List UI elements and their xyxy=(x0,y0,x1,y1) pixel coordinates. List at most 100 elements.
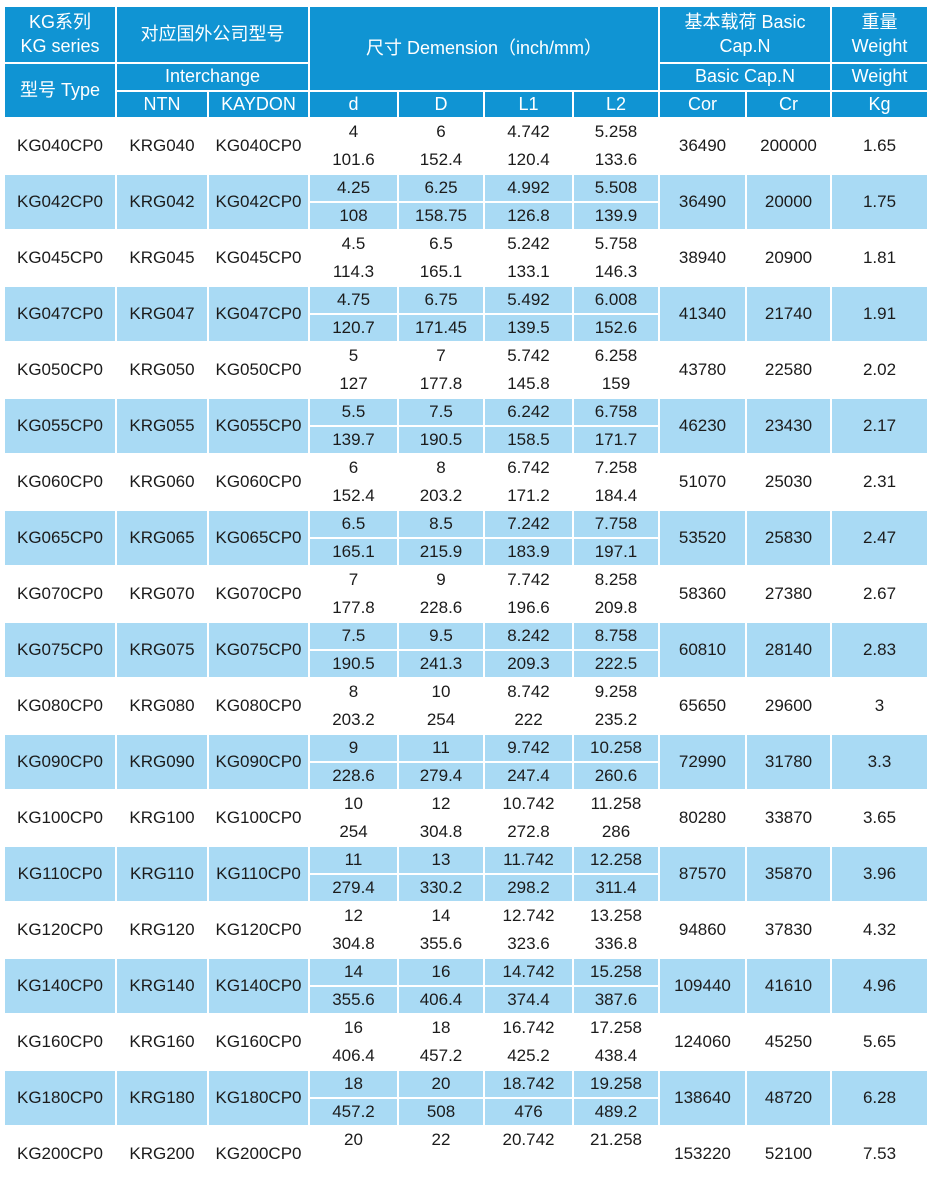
dim-D-inch-cell: 16 xyxy=(397,957,485,987)
dim-L2-inch-cell: 19.258 xyxy=(572,1069,660,1099)
table-row: KG120CP0 KRG120 KG120CP0 12 14 12.742 13… xyxy=(3,901,929,959)
table-row: KG160CP0 KRG160 KG160CP0 16 18 16.742 17… xyxy=(3,1013,929,1071)
header-col-L1: L1 xyxy=(483,90,574,119)
dim-D-inch-cell: 8.5 xyxy=(397,509,485,539)
weight-kg-cell: 1.91 xyxy=(830,285,929,343)
model-type-cell: KG047CP0 xyxy=(3,285,117,343)
cr-capacity-cell: 200000 xyxy=(745,117,832,175)
ntn-model-cell: KRG100 xyxy=(115,789,209,847)
kaydon-model-cell: KG042CP0 xyxy=(207,173,310,231)
dim-L2-mm-cell: 222.5 xyxy=(572,649,660,679)
dim-L2-mm-cell: 286 xyxy=(572,817,660,847)
weight-kg-cell: 2.83 xyxy=(830,621,929,679)
dim-L2-mm-cell: 209.8 xyxy=(572,593,660,623)
dim-L2-mm-cell: 171.7 xyxy=(572,425,660,455)
weight-kg-cell: 5.65 xyxy=(830,1013,929,1071)
dim-d-mm-cell: 228.6 xyxy=(308,761,399,791)
dim-L2-mm-cell: 336.8 xyxy=(572,929,660,959)
kaydon-model-cell: KG060CP0 xyxy=(207,453,310,511)
ntn-model-cell: KRG110 xyxy=(115,845,209,903)
weight-kg-cell: 2.31 xyxy=(830,453,929,511)
kaydon-model-cell: KG120CP0 xyxy=(207,901,310,959)
dim-L1-mm-cell: 158.5 xyxy=(483,425,574,455)
dim-d-mm-cell: 139.7 xyxy=(308,425,399,455)
model-type-cell: KG055CP0 xyxy=(3,397,117,455)
cor-capacity-cell: 51070 xyxy=(658,453,747,511)
table-row-mm: 406.4 457.2 425.2 438.4 xyxy=(4,1041,928,1071)
dim-L2-mm-cell xyxy=(572,1153,660,1183)
dim-L2-mm-cell: 387.6 xyxy=(572,985,660,1015)
dim-d-mm-cell: 406.4 xyxy=(308,1041,399,1071)
header-kg-series-en: KG series xyxy=(20,35,100,56)
ntn-model-cell: KRG180 xyxy=(115,1069,209,1127)
dim-d-inch-cell: 9 xyxy=(308,733,399,763)
header-basic-capacity-line1: 基本载荷 Basic xyxy=(684,12,806,33)
dim-L2-inch-cell: 7.758 xyxy=(572,509,660,539)
header-kg-series-cn: KG系列 xyxy=(28,12,91,33)
weight-kg-cell: 1.75 xyxy=(830,173,929,231)
model-type-cell: KG110CP0 xyxy=(3,845,117,903)
dim-d-mm-cell: 114.3 xyxy=(308,257,399,287)
header-col-kaydon: KAYDON xyxy=(207,90,310,119)
table-row-mm: 203.2 254 222 235.2 xyxy=(4,705,928,735)
cor-capacity-cell: 87570 xyxy=(658,845,747,903)
dim-d-mm-cell: 108 xyxy=(308,201,399,231)
dim-L1-inch-cell: 6.242 xyxy=(483,397,574,427)
cr-capacity-cell: 25030 xyxy=(745,453,832,511)
dim-d-mm-cell: 127 xyxy=(308,369,399,399)
dim-d-inch-cell: 11 xyxy=(308,845,399,875)
dim-d-inch-cell: 5.5 xyxy=(308,397,399,427)
table-row: KG055CP0 KRG055 KG055CP0 5.5 7.5 6.242 6… xyxy=(3,397,929,455)
cr-capacity-cell: 20900 xyxy=(745,229,832,287)
dim-d-inch-cell: 5 xyxy=(308,341,399,371)
ntn-model-cell: KRG080 xyxy=(115,677,209,735)
kaydon-model-cell: KG050CP0 xyxy=(207,341,310,399)
weight-kg-cell: 2.67 xyxy=(830,565,929,623)
header-col-cor: Cor xyxy=(658,90,747,119)
dim-L1-mm-cell: 209.3 xyxy=(483,649,574,679)
model-type-cell: KG200CP0 xyxy=(3,1125,117,1183)
dim-L1-inch-cell: 5.242 xyxy=(483,229,574,259)
dim-L2-mm-cell: 438.4 xyxy=(572,1041,660,1071)
kaydon-model-cell: KG065CP0 xyxy=(207,509,310,567)
dim-D-inch-cell: 8 xyxy=(397,453,485,483)
dim-L1-mm-cell: 139.5 xyxy=(483,313,574,343)
table-row: KG090CP0 KRG090 KG090CP0 9 11 9.742 10.2… xyxy=(3,733,929,791)
header-col-kg: Kg xyxy=(830,90,929,119)
cr-capacity-cell: 33870 xyxy=(745,789,832,847)
dim-d-inch-cell: 7.5 xyxy=(308,621,399,651)
ntn-model-cell: KRG050 xyxy=(115,341,209,399)
ntn-model-cell: KRG042 xyxy=(115,173,209,231)
cor-capacity-cell: 138640 xyxy=(658,1069,747,1127)
dim-D-inch-cell: 22 xyxy=(397,1125,485,1155)
dim-d-inch-cell: 4.75 xyxy=(308,285,399,315)
dim-L1-inch-cell: 20.742 xyxy=(483,1125,574,1155)
cor-capacity-cell: 36490 xyxy=(658,117,747,175)
header-col-d: d xyxy=(308,90,399,119)
ntn-model-cell: KRG140 xyxy=(115,957,209,1015)
header-col-D: D xyxy=(397,90,485,119)
dim-D-mm-cell: 457.2 xyxy=(397,1041,485,1071)
weight-kg-cell: 3 xyxy=(830,677,929,735)
dim-L1-mm-cell: 425.2 xyxy=(483,1041,574,1071)
model-type-cell: KG045CP0 xyxy=(3,229,117,287)
kaydon-model-cell: KG045CP0 xyxy=(207,229,310,287)
table-row: KG200CP0 KRG200 KG200CP0 20 22 20.742 21… xyxy=(3,1125,929,1183)
model-type-cell: KG120CP0 xyxy=(3,901,117,959)
dim-d-mm-cell: 279.4 xyxy=(308,873,399,903)
kaydon-model-cell: KG090CP0 xyxy=(207,733,310,791)
header-col-cr: Cr xyxy=(745,90,832,119)
header-weight-en: Weight xyxy=(830,62,929,92)
table-body: KG040CP0 KRG040 KG040CP0 4 6 4.742 5.258… xyxy=(3,117,929,1183)
header-col-ntn: NTN xyxy=(115,90,209,119)
weight-kg-cell: 4.32 xyxy=(830,901,929,959)
table-row-mm: 152.4 203.2 171.2 184.4 xyxy=(4,481,928,511)
dim-L2-mm-cell: 235.2 xyxy=(572,705,660,735)
cor-capacity-cell: 80280 xyxy=(658,789,747,847)
dim-D-inch-cell: 20 xyxy=(397,1069,485,1099)
dim-L1-mm-cell: 374.4 xyxy=(483,985,574,1015)
model-type-cell: KG075CP0 xyxy=(3,621,117,679)
cr-capacity-cell: 22580 xyxy=(745,341,832,399)
dim-L2-mm-cell: 489.2 xyxy=(572,1097,660,1127)
table-row-mm: 177.8 228.6 196.6 209.8 xyxy=(4,593,928,623)
